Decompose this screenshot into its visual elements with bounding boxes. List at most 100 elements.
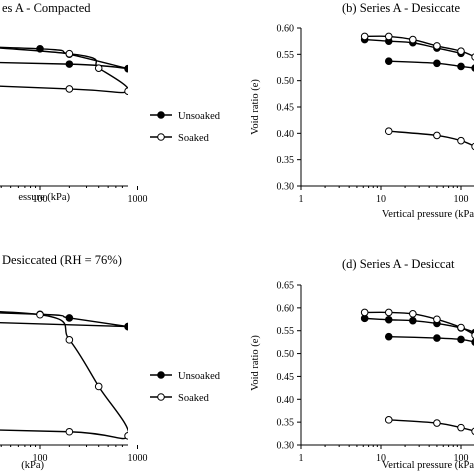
legend-marker bbox=[157, 393, 165, 401]
data-point bbox=[433, 315, 441, 324]
y-tick-label: 0.60 bbox=[277, 303, 295, 314]
data-point bbox=[384, 315, 393, 324]
data-point bbox=[65, 85, 74, 93]
data-point bbox=[65, 427, 74, 436]
y-tick-label: 0.65 bbox=[277, 281, 295, 292]
series-group bbox=[0, 310, 128, 440]
data-point bbox=[409, 35, 417, 44]
data-point bbox=[94, 64, 103, 72]
x-axis-label: (kPa) bbox=[21, 460, 44, 471]
data-point bbox=[471, 427, 474, 435]
data-point bbox=[65, 49, 74, 58]
panel-2: (b) Series A - Desiccate 0.30 0.35 0.40 0.45… bbox=[250, 1, 474, 220]
data-point bbox=[384, 332, 393, 341]
data-point bbox=[65, 336, 74, 344]
y-axis-label: Void ratio (e) bbox=[250, 335, 261, 391]
data-point bbox=[471, 64, 474, 72]
y-tick-label: 0.45 bbox=[277, 372, 295, 383]
x-axis-label: Vertical pressure (kPa bbox=[382, 460, 474, 471]
y-tick-label: 0.55 bbox=[277, 326, 295, 337]
data-point bbox=[471, 331, 474, 339]
y-tick-label: 0.50 bbox=[277, 349, 295, 360]
data-point bbox=[457, 323, 465, 332]
data-point bbox=[124, 64, 128, 73]
data-point bbox=[409, 310, 417, 318]
legend-label: Unsoaked bbox=[178, 371, 221, 382]
y-tick-label: 0.50 bbox=[277, 76, 295, 87]
series-line-1 bbox=[0, 61, 128, 70]
series-line-3 bbox=[0, 311, 128, 440]
series-line-2 bbox=[388, 60, 474, 69]
y-tick-label: 0.30 bbox=[277, 441, 295, 452]
panel-3: Desiccated (RH = 76%) 100 1000 (kPa) Unsoake… bbox=[0, 253, 221, 471]
x-tick-label: 1 bbox=[299, 194, 304, 205]
x-tick-label: 100 bbox=[454, 453, 469, 464]
data-point bbox=[65, 314, 74, 322]
x-axis-label: essure (kPa) bbox=[18, 192, 70, 203]
series-line-3 bbox=[0, 47, 128, 94]
data-point bbox=[471, 53, 474, 61]
data-point bbox=[36, 310, 44, 319]
data-point bbox=[433, 419, 441, 427]
series-line-2 bbox=[388, 335, 474, 343]
panel-title: (d) Series A - Desiccat bbox=[342, 257, 455, 271]
data-point bbox=[471, 338, 474, 346]
x-tick-label: 100 bbox=[454, 194, 469, 205]
x-tick-label: 1 bbox=[299, 453, 304, 464]
data-point bbox=[124, 322, 128, 331]
series-line-3 bbox=[364, 311, 474, 336]
data-point bbox=[94, 382, 103, 391]
y-tick-label: 0.40 bbox=[277, 395, 295, 406]
legend-label: Soaked bbox=[178, 393, 210, 404]
y-tick-label: 0.55 bbox=[277, 50, 295, 61]
data-point bbox=[457, 136, 465, 145]
series-line-2 bbox=[0, 321, 128, 328]
data-point bbox=[433, 334, 441, 342]
series-line-4 bbox=[388, 419, 474, 432]
data-point bbox=[433, 59, 441, 68]
x-tick-label: 100 bbox=[33, 453, 48, 464]
data-point bbox=[124, 87, 128, 95]
x-tick-label: 100 bbox=[33, 194, 48, 205]
data-point bbox=[471, 142, 474, 151]
y-tick-label: 0.45 bbox=[277, 103, 295, 114]
series-group bbox=[360, 308, 474, 435]
data-point bbox=[457, 335, 465, 344]
data-point bbox=[433, 42, 441, 50]
x-tick-label: 1000 bbox=[128, 194, 148, 205]
data-point bbox=[360, 308, 369, 317]
legend-label: Soaked bbox=[178, 133, 210, 144]
data-point bbox=[409, 316, 417, 325]
x-tick-label: 10 bbox=[376, 194, 386, 205]
data-point bbox=[384, 57, 393, 65]
legend-marker bbox=[157, 133, 165, 141]
x-tick-label: 10 bbox=[376, 453, 386, 464]
legend-marker bbox=[157, 111, 165, 119]
data-point bbox=[384, 416, 393, 424]
data-point bbox=[457, 423, 465, 432]
series-group bbox=[0, 44, 128, 95]
series-line-4 bbox=[388, 130, 474, 147]
panel-1: es A - Compacted 100 1000 essure (kPa) Unsoa… bbox=[0, 1, 221, 205]
data-point bbox=[384, 127, 393, 136]
y-tick-label: 0.40 bbox=[277, 129, 295, 140]
legend-marker bbox=[157, 371, 165, 379]
y-tick-label: 0.30 bbox=[277, 182, 295, 193]
data-point bbox=[457, 47, 465, 55]
data-point bbox=[457, 62, 465, 71]
panel-4: (d) Series A - Desiccat 0.30 0.35 0.40 0.45 0… bbox=[250, 257, 474, 471]
data-point bbox=[433, 131, 441, 140]
series-line-2 bbox=[0, 46, 128, 70]
y-tick-label: 0.60 bbox=[277, 24, 295, 35]
y-tick-label: 0.35 bbox=[277, 418, 295, 429]
series-group bbox=[360, 32, 474, 151]
legend-label: Unsoaked bbox=[178, 111, 221, 122]
series-line-1 bbox=[0, 312, 128, 328]
panel-title: (b) Series A - Desiccate bbox=[342, 1, 460, 15]
data-point bbox=[384, 308, 393, 317]
data-point bbox=[384, 32, 393, 41]
panel-title: es A - Compacted bbox=[2, 1, 91, 15]
x-axis-label: Vertical pressure (kPa bbox=[382, 209, 474, 220]
data-point bbox=[360, 32, 369, 41]
